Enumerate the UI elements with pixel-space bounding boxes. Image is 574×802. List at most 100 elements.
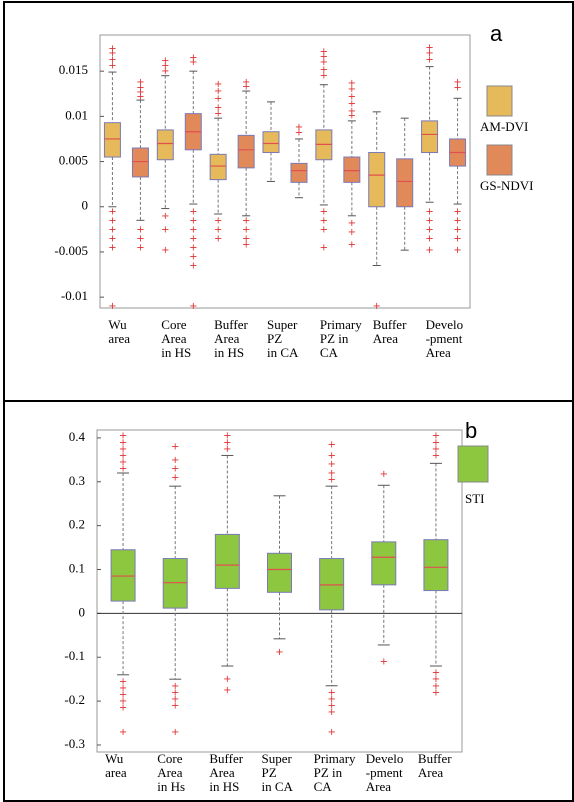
- x-tick-label: Core Area in HS: [161, 317, 192, 360]
- outlier: +: [214, 215, 222, 226]
- outlier: +: [189, 215, 197, 226]
- outlier: +: [161, 66, 169, 77]
- outlier: +: [327, 475, 335, 486]
- x-tick-label: Buffer Area: [372, 317, 407, 346]
- outlier: +: [453, 224, 461, 235]
- outlier: +: [242, 233, 250, 244]
- y-tick-label: 0.015: [59, 62, 88, 77]
- outlier: +: [214, 102, 222, 113]
- outlier: +: [189, 242, 197, 253]
- y-tick-label: -0.005: [54, 243, 88, 258]
- y-tick-label: -0.2: [64, 692, 85, 707]
- box: [267, 552, 292, 593]
- box: [423, 539, 449, 592]
- outlier: +: [136, 77, 144, 88]
- x-tick-label: Wu area: [108, 317, 131, 346]
- outlier: +: [327, 727, 335, 738]
- y-tick-label: 0: [82, 198, 89, 213]
- y-tick-label: -0.3: [64, 736, 85, 751]
- outlier: +: [348, 106, 356, 117]
- outlier: +: [327, 707, 335, 718]
- y-tick-label: -0.1: [64, 648, 85, 663]
- x-tick-label: Primary PZ in CA: [313, 751, 356, 794]
- outlier: +: [189, 53, 197, 64]
- y-tick-label: 0.005: [59, 153, 88, 168]
- outlier: +: [432, 668, 440, 679]
- outlier: +: [189, 301, 197, 312]
- outlier: +: [320, 206, 328, 217]
- y-tick-label: 0.2: [69, 517, 85, 532]
- outlier: +: [119, 690, 127, 701]
- box: [214, 533, 240, 589]
- legend-label: AM-DVI: [480, 119, 528, 134]
- x-tick-label: Buffer Area in HS: [209, 751, 244, 794]
- outlier: +: [327, 459, 335, 470]
- box: [131, 147, 149, 178]
- box: [110, 549, 136, 602]
- outlier: +: [214, 79, 222, 90]
- y-tick-label: 0.4: [69, 429, 86, 444]
- y-tick-label: -0.01: [61, 288, 88, 303]
- outlier: +: [348, 218, 356, 229]
- box: [156, 129, 174, 161]
- legend-swatch: [457, 445, 489, 483]
- outlier: +: [453, 233, 461, 244]
- outlier: +: [380, 469, 388, 480]
- outlier: +: [108, 301, 116, 312]
- axes-frame: [96, 429, 463, 753]
- outlier: +: [453, 245, 461, 256]
- outlier: +: [242, 215, 250, 226]
- outlier: +: [189, 206, 197, 217]
- outlier: +: [136, 87, 144, 98]
- box: [209, 153, 227, 181]
- outlier: +: [136, 242, 144, 253]
- outlier: +: [327, 450, 335, 461]
- outlier: +: [171, 687, 179, 698]
- x-tick-label: Super PZ in CA: [267, 317, 299, 360]
- box: [319, 558, 345, 611]
- outlier: +: [214, 86, 222, 97]
- outlier: +: [171, 464, 179, 475]
- outlier: +: [189, 224, 197, 235]
- outlier: +: [108, 215, 116, 226]
- outlier: +: [214, 93, 222, 104]
- outlier: +: [108, 242, 116, 253]
- outlier: +: [136, 91, 144, 102]
- x-tick-label: Buffer Area in HS: [214, 317, 248, 360]
- y-tick-label: 0.1: [69, 560, 85, 575]
- outlier: +: [171, 681, 179, 692]
- outlier: +: [223, 674, 231, 685]
- outlier: +: [171, 694, 179, 705]
- outlier: +: [432, 450, 440, 461]
- outlier: +: [380, 657, 388, 668]
- outlier: +: [108, 61, 116, 72]
- outlier: +: [119, 703, 127, 714]
- outlier: +: [320, 71, 328, 82]
- outlier: +: [119, 696, 127, 707]
- outlier: +: [119, 727, 127, 738]
- box: [162, 558, 188, 609]
- outlier: +: [161, 55, 169, 66]
- outlier: +: [119, 437, 127, 448]
- outlier: +: [119, 450, 127, 461]
- outlier: +: [432, 437, 440, 448]
- panel-label: b: [465, 418, 477, 443]
- outlier: +: [348, 110, 356, 121]
- legend-swatch: [486, 85, 513, 117]
- outlier: +: [223, 444, 231, 455]
- outlier: +: [214, 224, 222, 235]
- outlier: +: [119, 444, 127, 455]
- outlier: +: [348, 78, 356, 89]
- axes-frame: [99, 34, 471, 309]
- outlier: +: [327, 468, 335, 479]
- outlier: +: [189, 261, 197, 272]
- outlier: +: [119, 464, 127, 475]
- box: [421, 120, 439, 154]
- box: [368, 152, 386, 208]
- box: [371, 541, 397, 586]
- outlier: +: [432, 681, 440, 692]
- outlier: +: [161, 61, 169, 72]
- x-tick-label: Super PZ in CA: [261, 751, 293, 794]
